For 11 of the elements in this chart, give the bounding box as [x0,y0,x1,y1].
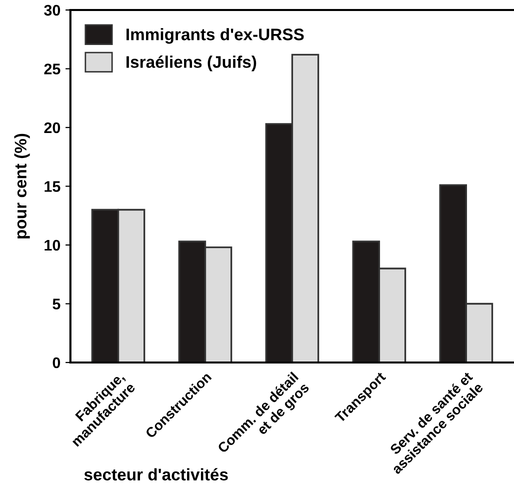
y-tick-label: 5 [52,298,60,310]
y-tick-label: 20 [44,122,60,134]
legend-label: Israéliens (Juifs) [126,56,256,72]
y-tick-label: 30 [44,4,60,16]
y-tick-label: 25 [44,64,60,74]
legend-label: Immigrants d'ex-URSS [126,28,304,44]
y-axis-title: pour cent (%) [14,134,30,238]
x-axis-title: secteur d'activités [84,468,228,480]
y-tick-label: 15 [44,181,60,192]
y-tick-label: 10 [44,240,60,251]
y-tick-label: 0 [52,357,60,368]
